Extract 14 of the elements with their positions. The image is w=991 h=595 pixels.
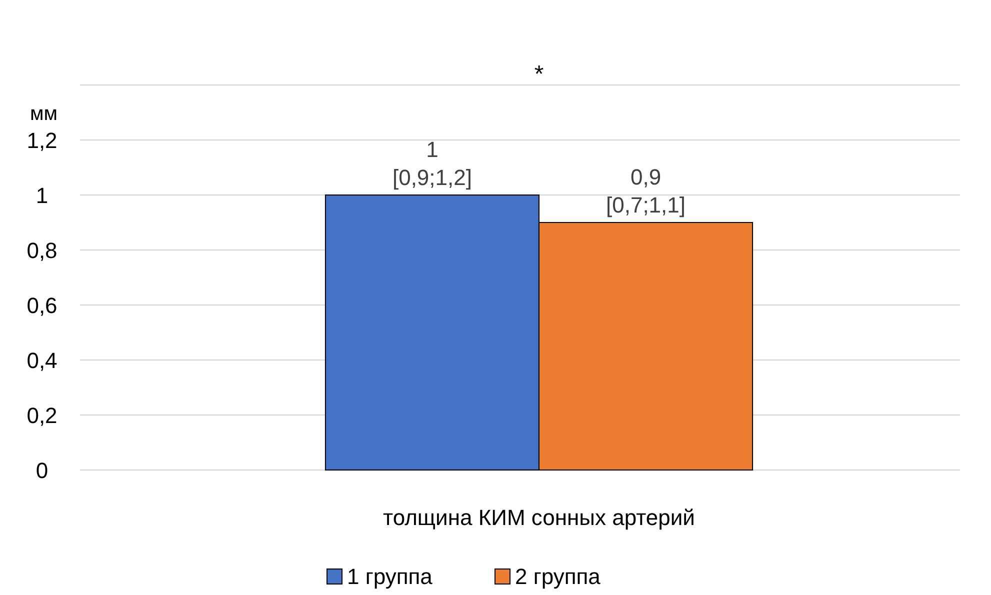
y-tick-label: 0,4 <box>26 348 58 373</box>
annotation: * <box>534 61 544 88</box>
y-tick-label: 0 <box>36 458 48 483</box>
x-axis-title: толщина КИМ сонных артерий <box>383 505 695 530</box>
legend-label: 2 группа <box>515 564 602 589</box>
legend-label: 1 группа <box>347 564 434 589</box>
data-label: 0,9 [0,7;1,1] <box>606 164 686 218</box>
data-label: 1 [0,9;1,2] <box>392 137 472 190</box>
y-tick-label: 1,2 <box>26 128 58 153</box>
y-tick-label: 0,2 <box>26 403 58 428</box>
y-axis-title: мм <box>30 103 58 125</box>
y-tick-label: 0,6 <box>26 293 58 318</box>
y-tick-label: 0,8 <box>26 238 58 263</box>
y-tick-label: 1 <box>36 183 48 208</box>
